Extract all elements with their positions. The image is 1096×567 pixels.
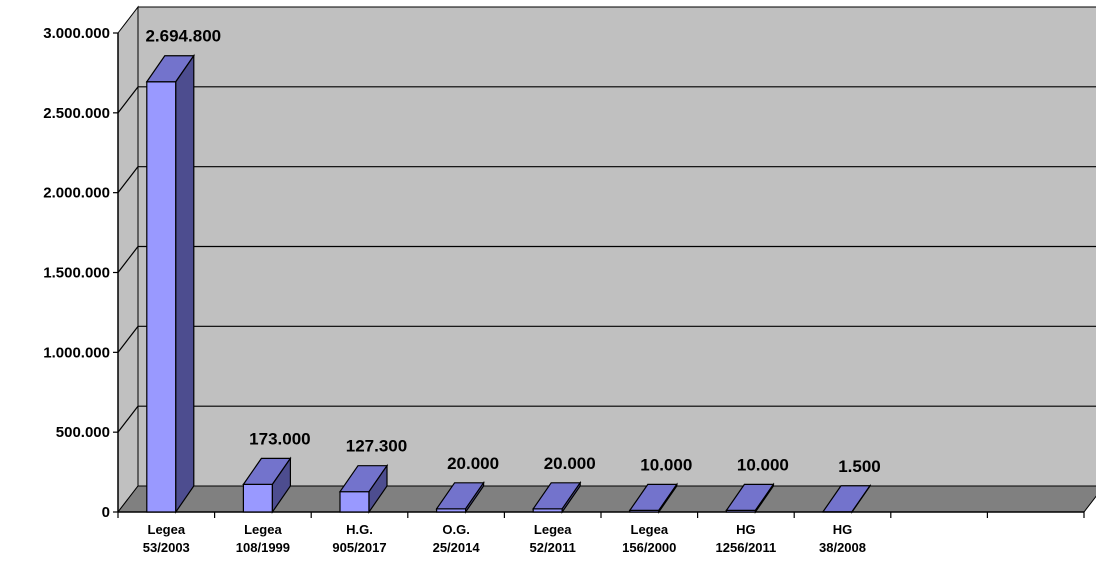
data-label: 173.000 (249, 429, 310, 448)
axes (113, 32, 1085, 518)
bar (628, 482, 678, 514)
data-label: 20.000 (447, 454, 499, 473)
x-category-label-line2: 1256/2011 (716, 540, 777, 555)
x-category-label: HG 38/2008 (819, 522, 866, 555)
x-category-label-line2: 905/2017 (332, 540, 386, 555)
x-category-label-line2: 38/2008 (819, 540, 866, 555)
data-label: 2.694.800 (145, 27, 221, 46)
x-category-label-line1: Legea (631, 522, 669, 537)
bar-side (754, 482, 775, 514)
gridline-side (117, 86, 139, 114)
bar (821, 483, 872, 514)
y-tick-label: 500.000 (56, 424, 110, 441)
gridlines (117, 86, 1096, 433)
data-label: 127.300 (346, 437, 407, 456)
bar-front (146, 81, 177, 513)
y-tick-label: 3.000.000 (43, 25, 110, 42)
x-category-label: Legea 156/2000 (622, 522, 676, 555)
x-category-label: Legea 53/2003 (143, 522, 190, 555)
y-tick-label: 2.000.000 (43, 185, 110, 202)
x-category-label-line1: O.G. (442, 522, 469, 537)
x-category-label: O.G. 25/2014 (433, 522, 481, 555)
bar-side (851, 483, 871, 514)
y-tick-label: 1.000.000 (43, 344, 110, 361)
x-category-label-line2: 108/1999 (236, 540, 290, 555)
bar-side (175, 53, 195, 514)
gridline-side (117, 325, 139, 353)
bar (725, 482, 775, 514)
y-tick-label: 0 (102, 504, 110, 521)
data-label: 10.000 (737, 455, 789, 474)
bar-front (339, 491, 370, 513)
x-category-label-line1: H.G. (346, 522, 373, 537)
x-category-label-line2: 156/2000 (622, 540, 676, 555)
bar (242, 456, 292, 514)
x-category-label: Legea 52/2011 (530, 522, 576, 555)
x-category-label-line2: 53/2003 (143, 540, 190, 555)
bar-side (561, 480, 581, 514)
bar-side (271, 456, 291, 514)
x-category-label-line1: HG (833, 522, 853, 537)
x-category-label-line2: 52/2011 (530, 540, 576, 555)
gridline-side (117, 405, 139, 433)
x-category-label-line1: HG (736, 522, 756, 537)
x-category-label-line1: Legea (148, 522, 186, 537)
x-category-label: H.G. 905/2017 (332, 522, 386, 555)
labels: 0 500.000 1.000.000 1.500.000 2.000.000 2.500… (43, 25, 881, 555)
bar (145, 53, 195, 514)
bar-side (368, 463, 388, 514)
x-category-label-line1: Legea (534, 522, 572, 537)
x-category-label: HG 1256/2011 (716, 522, 777, 555)
x-category-label-line2: 25/2014 (433, 540, 481, 555)
x-category-label-line1: Legea (244, 522, 282, 537)
x-category-label: Legea 108/1999 (236, 522, 290, 555)
data-label: 20.000 (544, 454, 596, 473)
bar-side (658, 482, 678, 514)
data-label: 10.000 (640, 455, 692, 474)
gridline-side (117, 166, 139, 194)
bar-front (242, 483, 273, 513)
gridline-side (117, 246, 139, 273)
bar-side (465, 480, 485, 514)
y-tick-label: 1.500.000 (43, 265, 110, 282)
bar (532, 480, 582, 514)
bar (338, 463, 389, 514)
bar (435, 480, 485, 514)
data-label: 1.500 (838, 457, 881, 476)
bars (145, 53, 872, 514)
y-tick-label: 2.500.000 (43, 105, 110, 122)
